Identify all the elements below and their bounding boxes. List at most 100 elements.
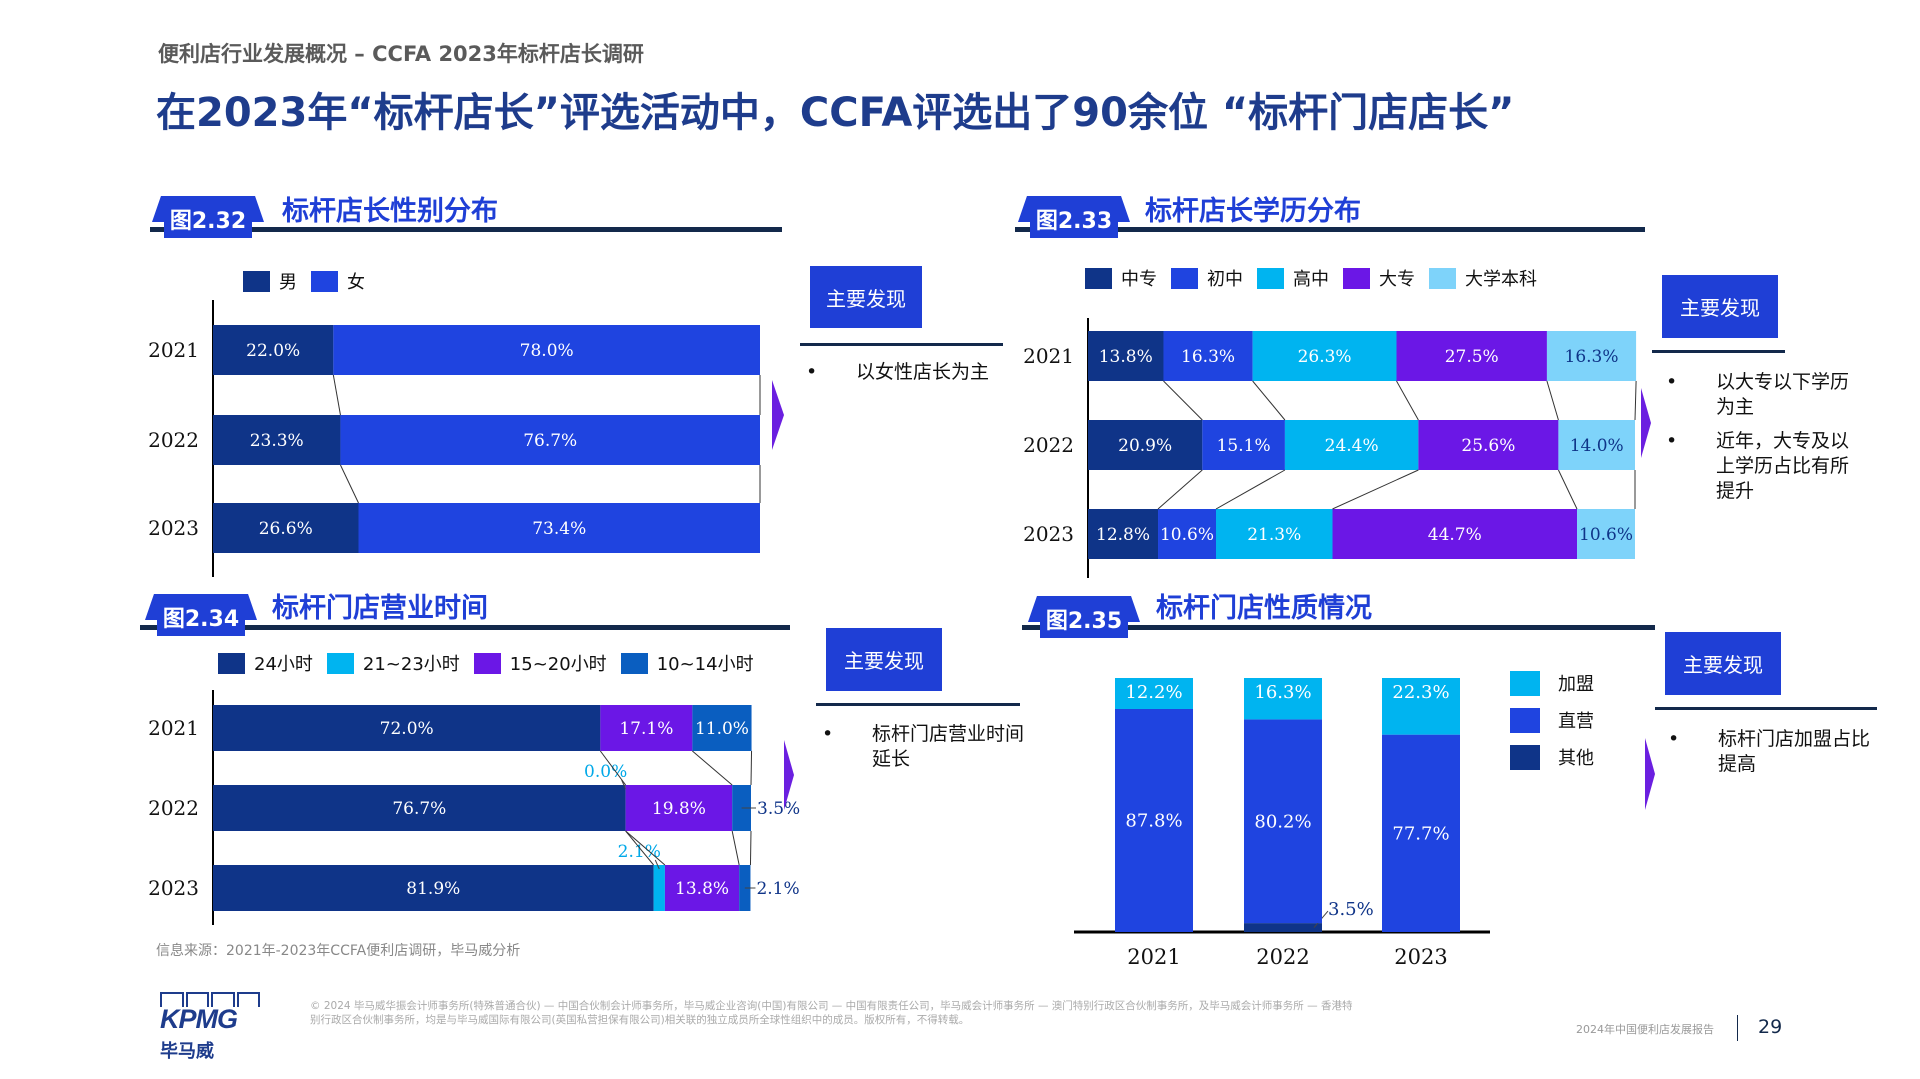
legend-label: 大专	[1379, 269, 1415, 290]
legend-swatch	[1343, 267, 1370, 289]
data-label: 19.8%	[652, 799, 706, 819]
bar-segment	[213, 415, 341, 465]
report-name: 2024年中国便利店发展报告	[1576, 1023, 1714, 1036]
legend-label: 大学本科	[1465, 269, 1537, 290]
page-number: 29	[1758, 1016, 1783, 1038]
data-label: 24.4%	[1325, 436, 1379, 456]
store-type-chart: 87.8% 12.2% 2021 3.5% 80.2% 16.3% 2022 77.7% 22.…	[1074, 678, 1490, 969]
bar-segment	[1332, 509, 1578, 559]
data-label: 10.6%	[1160, 525, 1214, 545]
chart-legend: 加盟 直营 其他	[1510, 670, 1608, 781]
bar-segment	[1158, 509, 1216, 559]
finding-text: 以女性店长为主	[856, 361, 990, 383]
finding-text: 标杆门店加盟占比提高	[1718, 728, 1871, 775]
findings-list: • 标杆门店加盟占比提高	[1662, 727, 1882, 786]
category-label: 2021	[148, 716, 199, 740]
data-label: 14.0%	[1570, 436, 1624, 456]
legend-item: 加盟	[1510, 670, 1594, 696]
data-label: 13.8%	[1099, 347, 1153, 367]
legend-label: 其他	[1558, 748, 1594, 769]
data-label: 3.5%	[757, 799, 800, 819]
legend-item: 初中	[1171, 265, 1243, 291]
category-label: 2023	[148, 876, 199, 900]
bar-segment	[625, 785, 733, 831]
findings-divider	[800, 343, 1003, 346]
chart-title: 标杆门店性质情况	[1156, 593, 1372, 624]
figure-badge: 图2.35	[1028, 596, 1140, 638]
bullet-icon: •	[1666, 371, 1678, 393]
bar-segment	[1115, 708, 1193, 932]
connector-line	[1557, 469, 1578, 510]
bar-segment	[333, 325, 760, 375]
connector-line	[1396, 380, 1419, 421]
bar-segment	[1244, 923, 1322, 932]
connector-line	[625, 830, 655, 866]
legend-label: 10~14小时	[656, 654, 754, 675]
bar-segment	[1382, 678, 1460, 735]
legend-swatch	[1257, 267, 1284, 289]
arrow-icon	[1645, 738, 1655, 810]
data-label: 76.7%	[523, 431, 577, 451]
data-label: 87.8%	[1125, 810, 1182, 831]
data-label: 16.3%	[1254, 682, 1311, 703]
legend-swatch	[1171, 267, 1198, 289]
category-label: 2023	[1023, 522, 1074, 546]
findings-list: • 标杆门店营业时间延长	[816, 722, 1026, 781]
legend-swatch	[311, 270, 338, 292]
figure-badge-label: 图2.35	[1045, 609, 1123, 634]
gender-chart: 2021 22.0% 78.0% 2022 23.3% 76.7% 2023 26.6% 73.…	[148, 300, 761, 577]
connector-line	[1634, 380, 1637, 421]
connector-line	[1546, 380, 1559, 421]
data-label: 25.6%	[1461, 436, 1515, 456]
category-label: 2022	[1256, 945, 1309, 969]
connector-line	[599, 750, 627, 786]
bar-segment	[1418, 420, 1559, 470]
connector-line	[625, 830, 666, 866]
legend-swatch	[1510, 670, 1540, 696]
bullet-icon: •	[822, 723, 834, 745]
data-label: 26.6%	[259, 519, 313, 539]
data-label: 17.1%	[619, 719, 673, 739]
legend-label: 15~20小时	[509, 654, 607, 675]
findings-label: 主要发现	[826, 628, 942, 691]
legend-label: 直营	[1558, 711, 1594, 732]
chart-title: 标杆店长学历分布	[1145, 196, 1361, 227]
category-label: 2022	[148, 796, 199, 820]
legend-label: 高中	[1293, 269, 1329, 290]
data-label: 22.0%	[246, 341, 300, 361]
bar-segment	[664, 865, 740, 911]
bar-segment	[213, 785, 626, 831]
legend-label: 加盟	[1558, 674, 1594, 695]
data-label: 13.8%	[675, 879, 729, 899]
bar-segment	[1252, 331, 1397, 381]
bar-segment	[1382, 734, 1460, 932]
panel-header-line	[150, 227, 782, 232]
bar-segment	[1215, 509, 1333, 559]
figure-badge: 图2.33	[1018, 196, 1130, 238]
data-label: 12.8%	[1096, 525, 1150, 545]
panel-header-line	[140, 625, 790, 630]
chart-legend: 男女	[243, 268, 379, 294]
bar-segment	[1577, 509, 1635, 559]
figure-badge: 图2.32	[152, 196, 264, 238]
figure-badge-label: 图2.34	[162, 607, 240, 632]
education-chart: 2021 13.8% 16.3% 26.3% 27.5% 16.3% 2022 20.9% 15…	[1023, 318, 1637, 578]
findings-label: 主要发现	[1665, 632, 1781, 695]
legend-swatch	[620, 652, 648, 674]
legend-swatch	[326, 652, 354, 674]
data-label: 22.3%	[1392, 682, 1449, 703]
data-label: 10.6%	[1579, 525, 1633, 545]
data-label: 81.9%	[406, 879, 460, 899]
legend-item: 其他	[1510, 744, 1594, 770]
bar-segment	[1088, 331, 1164, 381]
bar-segment	[340, 415, 760, 465]
connector-line	[1215, 469, 1286, 510]
legend-item: 直营	[1510, 707, 1594, 733]
data-label: 72.0%	[380, 719, 434, 739]
chart-legend: 中专 初中 高中 大专 大学本科	[1085, 265, 1551, 291]
legend-item: 21~23小时	[326, 650, 460, 676]
legend-label: 中专	[1121, 269, 1157, 290]
findings-label: 主要发现	[810, 266, 922, 328]
data-label: 15.1%	[1217, 436, 1271, 456]
bar-segment	[213, 503, 359, 553]
